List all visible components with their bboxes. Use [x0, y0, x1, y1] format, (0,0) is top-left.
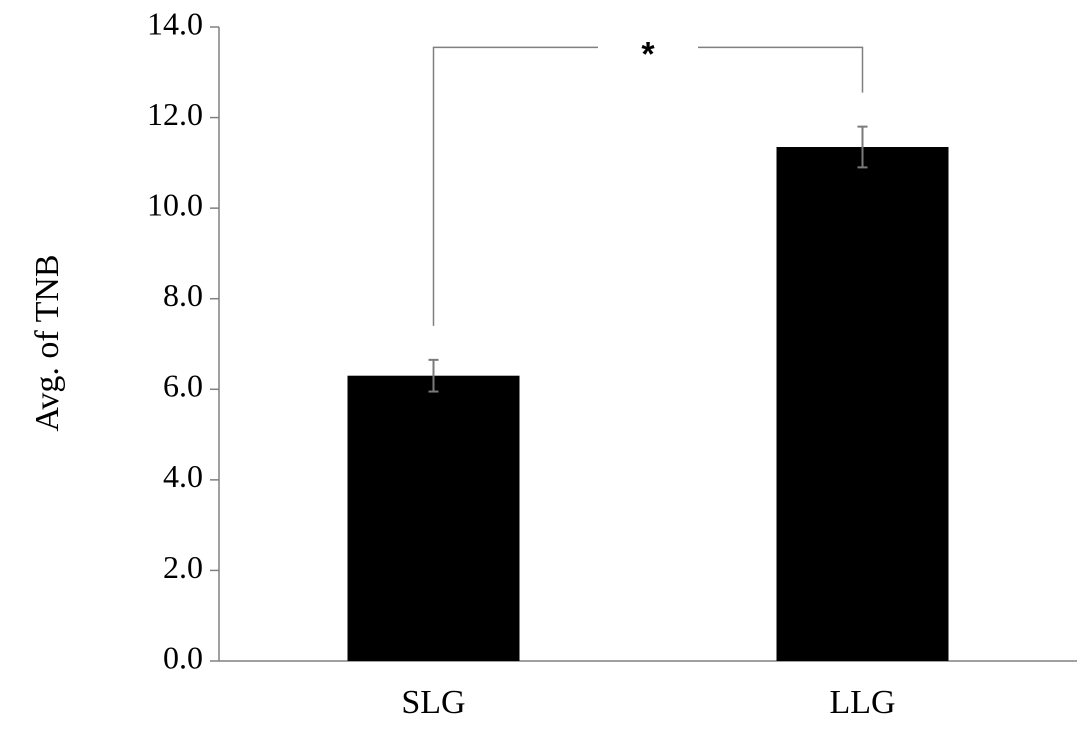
- y-tick-label: 14.0: [147, 5, 203, 41]
- error-bars: [428, 125, 868, 393]
- y-tick-label: 6.0: [163, 368, 203, 404]
- y-tick-label: 10.0: [147, 186, 203, 222]
- tick-labels: 0.0 2.0 4.0 6.0 8.0 10.0 12.0 14.0 SLG LLG: [147, 5, 896, 721]
- bars: [347, 147, 949, 661]
- y-tick-label: 0.0: [163, 639, 203, 675]
- bracket-right: [698, 46, 864, 93]
- bar: [776, 147, 949, 661]
- x-tick-label: LLG: [829, 684, 895, 721]
- y-tick-label: 12.0: [147, 96, 203, 132]
- y-tick-label: 2.0: [163, 549, 203, 585]
- significance-bracket: *: [432, 35, 864, 326]
- y-tick-label: 4.0: [163, 458, 203, 494]
- y-tick-label: 8.0: [163, 277, 203, 313]
- x-tick-label: SLG: [401, 684, 465, 721]
- significance-label: *: [641, 35, 655, 73]
- bracket-left: [432, 46, 598, 326]
- y-axis-title: Avg. of TNB: [29, 254, 66, 431]
- bar: [347, 375, 520, 661]
